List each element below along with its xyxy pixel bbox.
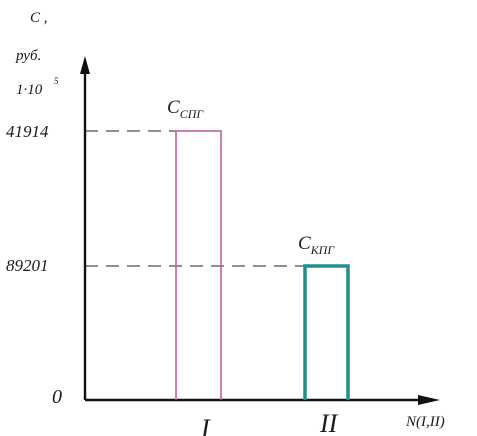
bar-II-label: СКПГ — [298, 233, 335, 257]
tick-label-low: 89201 — [6, 256, 49, 275]
y-axis-arrow — [80, 56, 90, 74]
x-axis-arrow — [418, 395, 440, 405]
origin-label: 0 — [52, 386, 62, 408]
bar-II-label-sub: КПГ — [310, 243, 336, 257]
y-axis-label-line-2: руб. — [15, 48, 41, 64]
y-axis-label-exponent: 5 — [54, 76, 59, 86]
bar-I-label-main: С — [167, 97, 180, 118]
y-axis-label-line-1: С , — [30, 10, 48, 26]
category-label-I: I — [200, 414, 211, 436]
bar-II — [303, 264, 350, 400]
bar-I-label: ССПГ — [167, 97, 204, 121]
bar-I-label-sub: СПГ — [180, 107, 205, 121]
bar-I — [175, 130, 222, 400]
bar-II-label-main: С — [298, 233, 311, 254]
y-axis-label-line-3: 1·10 — [16, 82, 43, 98]
category-label-II: II — [319, 409, 339, 436]
x-axis-label: N(I,II) — [405, 414, 445, 430]
tick-label-high: 41914 — [6, 122, 49, 141]
